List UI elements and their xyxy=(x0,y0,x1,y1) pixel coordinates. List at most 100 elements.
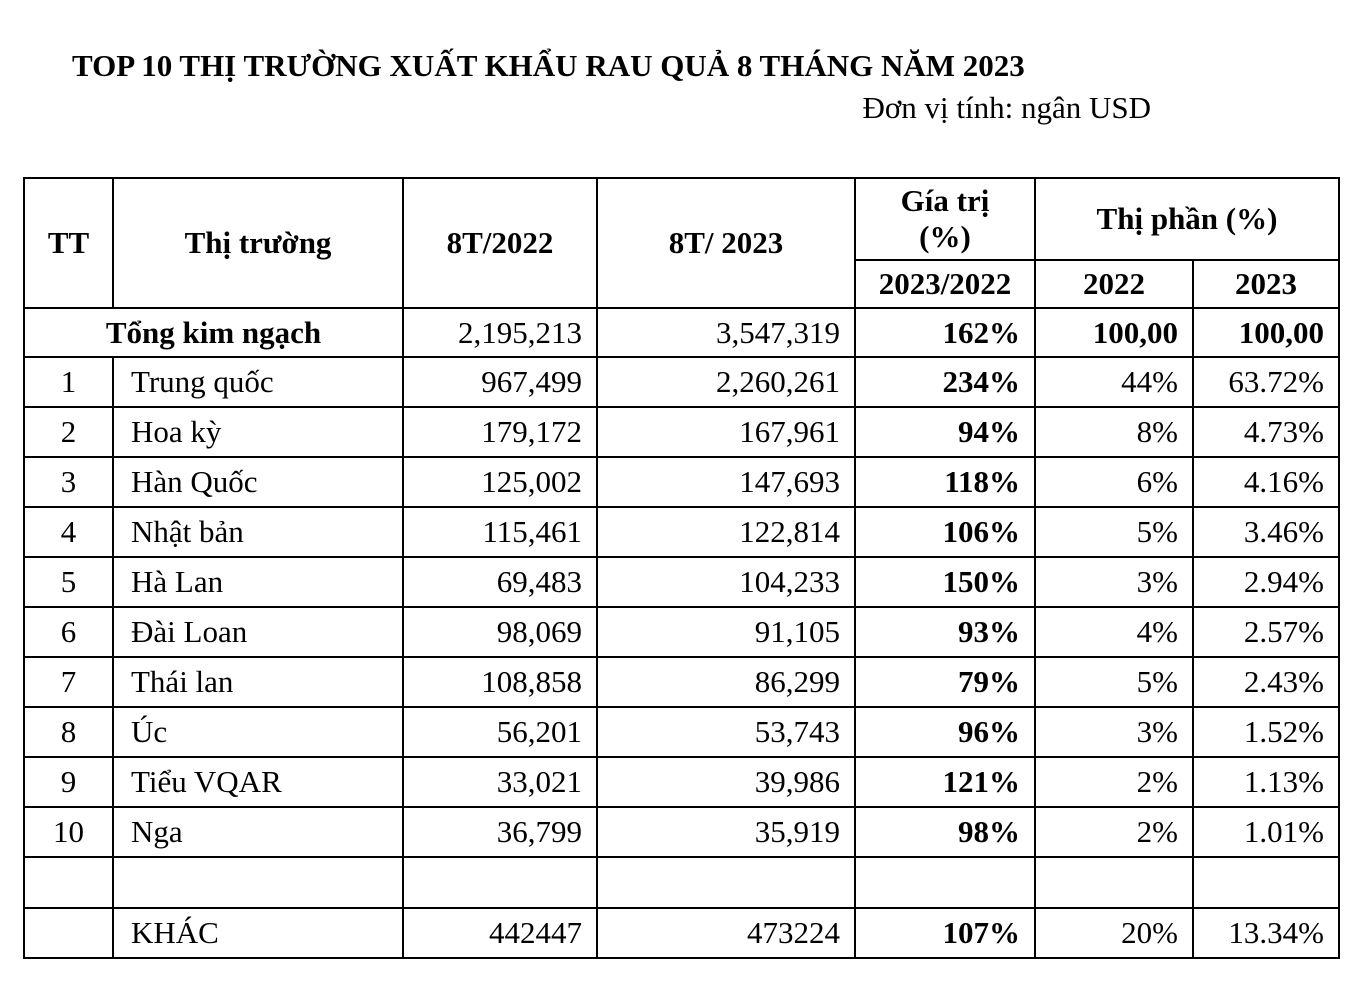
table-row: 3 Hàn Quốc 125,002 147,693 118% 6% 4.16% xyxy=(23,456,1340,508)
export-markets-table: TT Thị trường 8T/2022 8T/ 2023 Gía trị (… xyxy=(23,177,1340,959)
other-pct: 107% xyxy=(854,907,1036,959)
empty-cell xyxy=(402,856,598,909)
header-share-2022: 2022 xyxy=(1034,259,1194,309)
row-share-2023: 3.46% xyxy=(1192,506,1340,558)
row-share-2022: 5% xyxy=(1034,656,1194,708)
header-market: Thị trường xyxy=(112,177,404,309)
other-share-2022: 20% xyxy=(1034,907,1194,959)
row-share-2022: 4% xyxy=(1034,606,1194,658)
row-8t-2022: 98,069 xyxy=(402,606,598,658)
row-share-2022: 2% xyxy=(1034,756,1194,808)
row-tt: 1 xyxy=(23,356,114,408)
row-market: Thái lan xyxy=(112,656,404,708)
header-value-pct-sub: 2023/2022 xyxy=(854,259,1036,309)
other-market: KHÁC xyxy=(112,907,404,959)
row-value-pct: 106% xyxy=(854,506,1036,558)
table-row: 1 Trung quốc 967,499 2,260,261 234% 44% 63.72% xyxy=(23,356,1340,408)
row-value-pct: 150% xyxy=(854,556,1036,608)
row-8t-2022: 967,499 xyxy=(402,356,598,408)
header-tt: TT xyxy=(23,177,114,309)
total-share-2022: 100,00 xyxy=(1034,307,1194,358)
row-8t-2022: 36,799 xyxy=(402,806,598,858)
row-share-2023: 1.13% xyxy=(1192,756,1340,808)
row-value-pct: 234% xyxy=(854,356,1036,408)
other-tt xyxy=(23,907,114,959)
header-value-pct: Gía trị (%) xyxy=(854,177,1036,261)
row-8t-2023: 104,233 xyxy=(596,556,856,608)
empty-cell xyxy=(112,856,404,909)
row-market: Hàn Quốc xyxy=(112,456,404,508)
row-8t-2022: 56,201 xyxy=(402,706,598,758)
row-share-2022: 5% xyxy=(1034,506,1194,558)
row-market: Trung quốc xyxy=(112,356,404,408)
table-row: 9 Tiểu VQAR 33,021 39,986 121% 2% 1.13% xyxy=(23,756,1340,808)
row-value-pct: 94% xyxy=(854,406,1036,458)
total-2023: 3,547,319 xyxy=(596,307,856,358)
row-market: Nga xyxy=(112,806,404,858)
row-tt: 3 xyxy=(23,456,114,508)
row-market: Đài Loan xyxy=(112,606,404,658)
row-8t-2022: 115,461 xyxy=(402,506,598,558)
total-2022: 2,195,213 xyxy=(402,307,598,358)
row-8t-2023: 147,693 xyxy=(596,456,856,508)
table-row: 5 Hà Lan 69,483 104,233 150% 3% 2.94% xyxy=(23,556,1340,608)
row-share-2022: 44% xyxy=(1034,356,1194,408)
row-value-pct: 79% xyxy=(854,656,1036,708)
empty-row xyxy=(23,856,1340,909)
row-share-2023: 2.43% xyxy=(1192,656,1340,708)
row-8t-2023: 86,299 xyxy=(596,656,856,708)
row-value-pct: 93% xyxy=(854,606,1036,658)
row-market: Nhật bản xyxy=(112,506,404,558)
total-share-2023: 100,00 xyxy=(1192,307,1340,358)
empty-cell xyxy=(854,856,1036,909)
other-row: KHÁC 442447 473224 107% 20% 13.34% xyxy=(23,907,1340,959)
other-share-2023: 13.34% xyxy=(1192,907,1340,959)
row-market: Tiểu VQAR xyxy=(112,756,404,808)
table-row: 2 Hoa kỳ 179,172 167,961 94% 8% 4.73% xyxy=(23,406,1340,458)
header-value-pct-line1: Gía trị xyxy=(900,183,990,218)
row-tt: 7 xyxy=(23,656,114,708)
table-row: 10 Nga 36,799 35,919 98% 2% 1.01% xyxy=(23,806,1340,858)
row-share-2023: 4.16% xyxy=(1192,456,1340,508)
empty-cell xyxy=(23,856,114,909)
footer-rows: KHÁC 442447 473224 107% 20% 13.34% xyxy=(23,856,1340,959)
row-8t-2022: 108,858 xyxy=(402,656,598,708)
header-share-2023: 2023 xyxy=(1192,259,1340,309)
row-8t-2022: 179,172 xyxy=(402,406,598,458)
row-tt: 10 xyxy=(23,806,114,858)
row-value-pct: 121% xyxy=(854,756,1036,808)
total-pct: 162% xyxy=(854,307,1036,358)
row-tt: 9 xyxy=(23,756,114,808)
row-share-2023: 2.57% xyxy=(1192,606,1340,658)
row-share-2023: 2.94% xyxy=(1192,556,1340,608)
table-body: Tổng kim ngạch 2,195,213 3,547,319 162% … xyxy=(23,307,1340,358)
empty-cell xyxy=(1034,856,1194,909)
row-8t-2022: 125,002 xyxy=(402,456,598,508)
row-market: Hà Lan xyxy=(112,556,404,608)
row-value-pct: 98% xyxy=(854,806,1036,858)
header-share: Thị phần (%) xyxy=(1034,177,1340,261)
row-tt: 6 xyxy=(23,606,114,658)
row-tt: 5 xyxy=(23,556,114,608)
market-rows: 1 Trung quốc 967,499 2,260,261 234% 44% 63.72%… xyxy=(23,356,1340,858)
row-share-2023: 1.52% xyxy=(1192,706,1340,758)
row-tt: 8 xyxy=(23,706,114,758)
row-share-2022: 8% xyxy=(1034,406,1194,458)
header-value-pct-line2: (%) xyxy=(919,219,971,254)
table-row: 6 Đài Loan 98,069 91,105 93% 4% 2.57% xyxy=(23,606,1340,658)
other-2022: 442447 xyxy=(402,907,598,959)
unit-note: Đơn vị tính: ngân USD xyxy=(862,90,1151,125)
row-share-2022: 2% xyxy=(1034,806,1194,858)
row-value-pct: 118% xyxy=(854,456,1036,508)
row-8t-2023: 91,105 xyxy=(596,606,856,658)
header-8t-2022: 8T/2022 xyxy=(402,177,598,309)
row-8t-2023: 122,814 xyxy=(596,506,856,558)
row-market: Úc xyxy=(112,706,404,758)
empty-cell xyxy=(596,856,856,909)
row-share-2023: 63.72% xyxy=(1192,356,1340,408)
row-8t-2023: 35,919 xyxy=(596,806,856,858)
row-8t-2023: 167,961 xyxy=(596,406,856,458)
total-label: Tổng kim ngạch xyxy=(23,307,404,358)
empty-cell xyxy=(1192,856,1340,909)
row-8t-2022: 33,021 xyxy=(402,756,598,808)
